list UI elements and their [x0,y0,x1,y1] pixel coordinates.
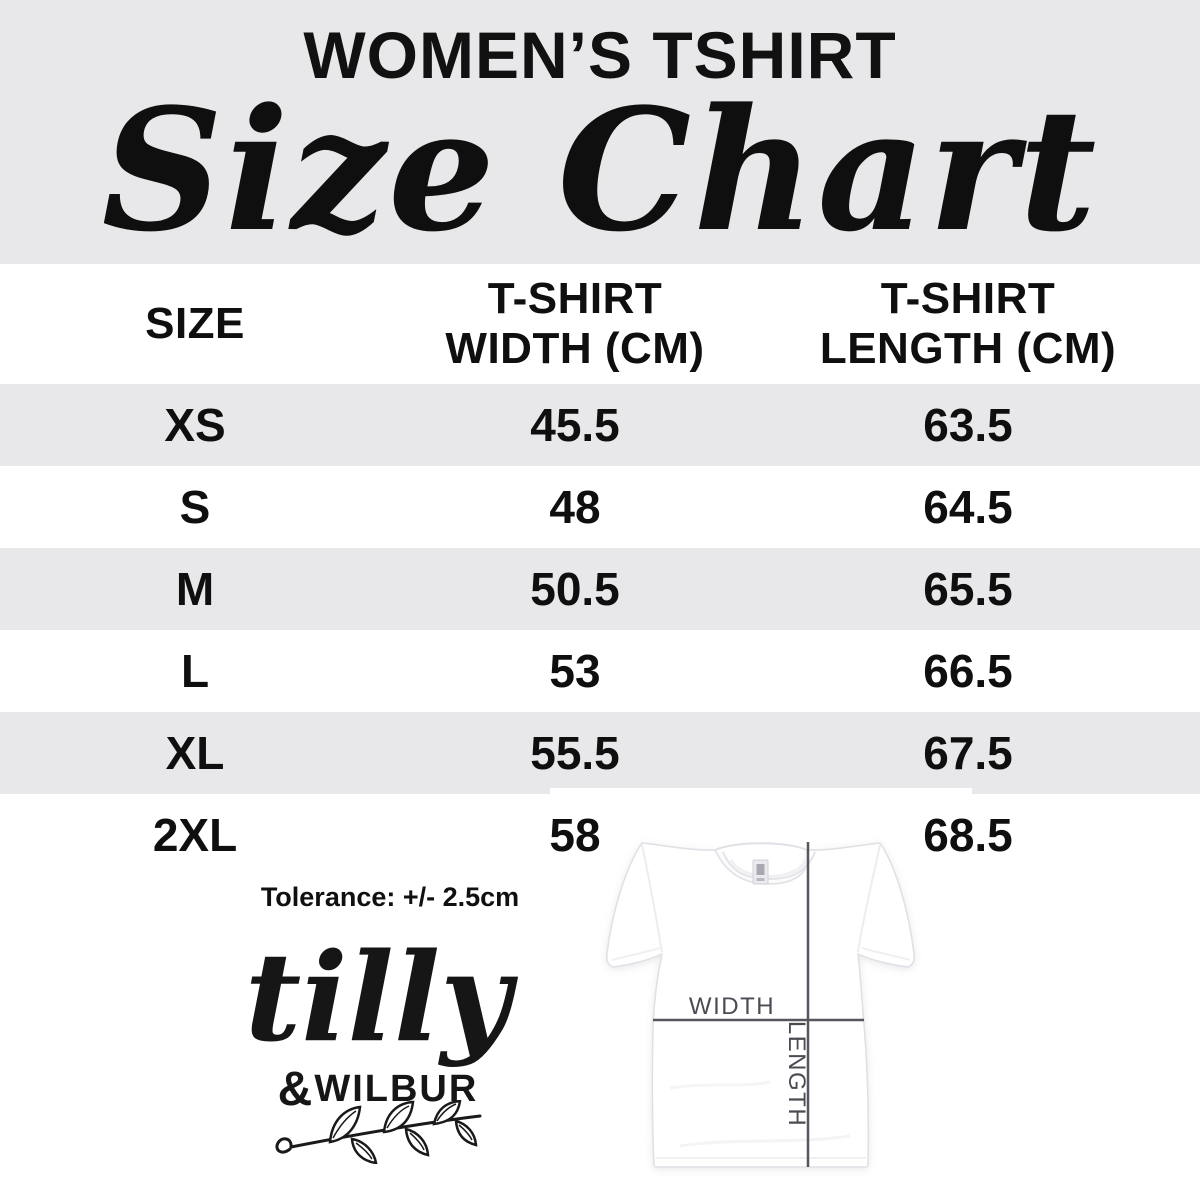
leaf [432,1100,462,1126]
leaf [328,1105,362,1144]
wrinkle-line [669,1080,771,1090]
leaf-vein [332,1110,357,1139]
table-row: XL 55.5 67.5 [0,712,1200,794]
size-cell: S [179,481,211,533]
branch-stem [289,1114,482,1149]
tolerance-note: Tolerance: +/- 2.5cm [260,882,520,912]
length-cell: 66.5 [923,645,1013,697]
page-subtitle: WOMEN’S TSHIRT [303,18,897,92]
width-cell: 53 [549,645,601,697]
branch-leaves-decoration [275,1100,482,1164]
branch-spiral [275,1137,293,1154]
left-sleeve-hem-stitch [611,947,661,961]
table-row: M 50.5 65.5 [0,548,1200,630]
collar-inner-line [722,851,816,881]
column-header-length-line1: T-SHIRT [880,274,1056,323]
length-cell: 68.5 [923,809,1013,861]
length-cell: 64.5 [923,481,1013,533]
table-row: 2XL 58 68.5 [0,794,1200,876]
brand-logo-script: tilly [244,925,512,1069]
length-cell: 63.5 [923,399,1013,451]
size-cell: XS [164,399,226,451]
leaf [382,1100,415,1134]
leaf [350,1137,378,1164]
column-header-size: SIZE [0,264,390,384]
leaf-vein [409,1132,425,1151]
left-armhole-seam [641,844,663,953]
length-cell: 67.5 [923,727,1013,779]
neck-tag-print [756,864,765,875]
table-row: XS 45.5 63.5 [0,384,1200,466]
column-header-length: T-SHIRT LENGTH (CM) [758,264,1178,384]
width-cell: 48 [549,481,601,533]
column-header-width-line1: T-SHIRT [487,274,663,323]
table-row: L 53 66.5 [0,630,1200,712]
width-label: WIDTH [689,993,775,1020]
collar-top-line [714,842,808,851]
wrinkle-line [679,1134,851,1148]
leaf [404,1127,430,1157]
right-sleeve-hem-stitch [861,947,911,961]
neck-tag-print [756,878,765,881]
size-cell: XL [165,727,225,779]
right-armhole-seam [857,844,881,953]
brand-ampersand: & [277,1063,315,1116]
column-header-width: T-SHIRT WIDTH (CM) [385,264,765,384]
collar-shadow [729,859,808,878]
size-cell: 2XL [152,809,238,861]
size-cell: L [180,645,210,697]
width-cell: 55.5 [530,727,620,779]
tshirt-illustration: WIDTH LENGTH [606,842,915,1168]
length-cell: 65.5 [923,563,1013,615]
column-header-length-line2: LENGTH (CM) [819,324,1117,373]
table-header-row: SIZE T-SHIRT WIDTH (CM) T-SHIRT LENGTH (… [0,264,1200,384]
size-cell: M [175,563,215,615]
column-header-width-line2: WIDTH (CM) [445,324,705,373]
table-row: S 48 64.5 [0,466,1200,548]
leaf-vein [436,1103,457,1122]
header-banner: WOMEN’S TSHIRT Size Chart [0,0,1200,264]
tshirt-measurement-diagram: WIDTH LENGTH [550,788,972,1200]
length-label: LENGTH [783,1021,810,1127]
width-cell: 45.5 [530,399,620,451]
width-cell: 58 [549,809,601,861]
leaf-vein [355,1142,373,1160]
leaf [454,1119,478,1147]
leaf-vein [386,1105,410,1129]
page-title: Size Chart [101,71,1099,269]
leaf-vein [458,1124,473,1141]
width-cell: 50.5 [530,563,620,615]
column-header-size-label: SIZE [145,299,245,348]
